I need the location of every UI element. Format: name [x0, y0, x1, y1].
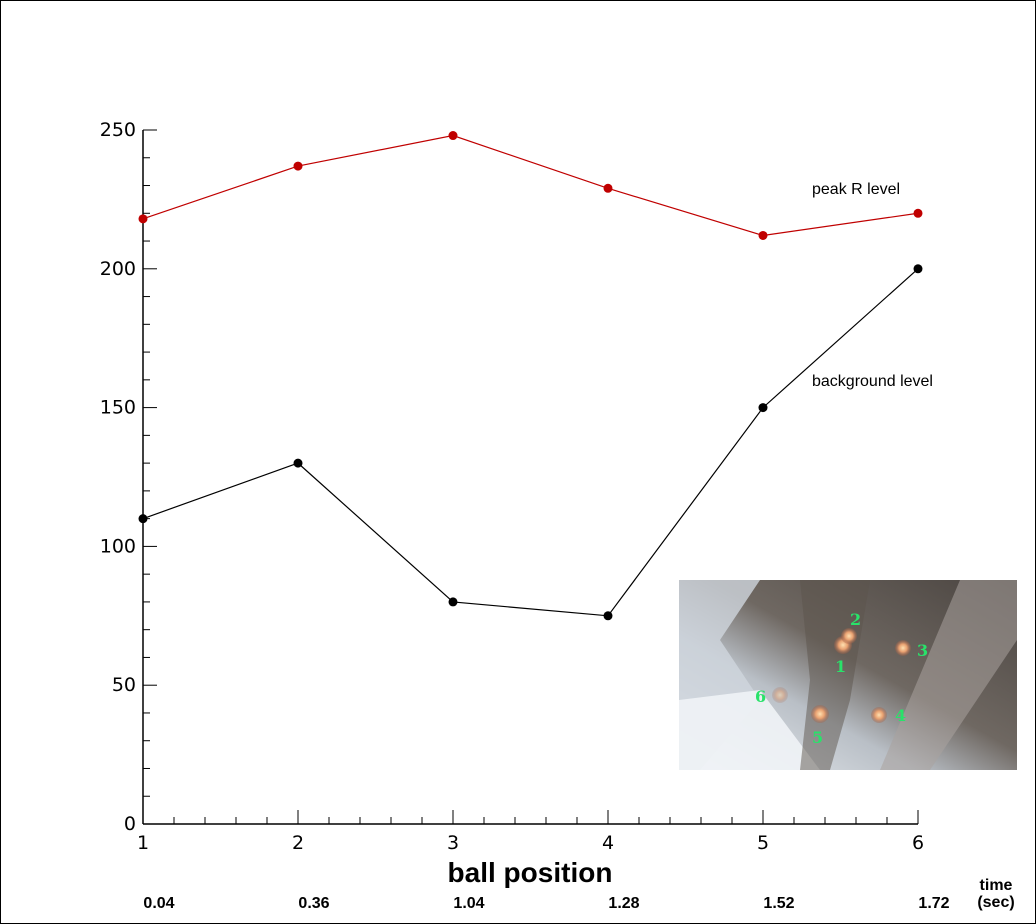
data-point-background: [293, 458, 303, 468]
x-tick-label: 2: [292, 832, 304, 854]
inset-label-1: 1: [835, 657, 846, 676]
time-value: 0.36: [298, 895, 329, 912]
time-row: 0.04 0.36 1.04 1.28 1.52 1.72: [143, 895, 949, 912]
ball-2: [841, 628, 857, 644]
inset-label-4: 4: [895, 706, 906, 725]
x-tick-label: 5: [757, 832, 769, 854]
time-value: 1.52: [763, 895, 794, 912]
axes: 0 50 100 150 200 250 1 2 3 4 5 6: [100, 119, 924, 854]
x-tick-label: 1: [137, 832, 149, 854]
data-point-peak-r: [603, 183, 613, 193]
series-label-background: background level: [812, 373, 933, 390]
y-tick-label: 100: [100, 535, 136, 557]
inset-label-6: 6: [755, 687, 766, 706]
inset-label-2: 2: [850, 610, 861, 629]
ball-3: [895, 640, 911, 656]
y-tick-label: 50: [112, 674, 136, 696]
series-line-background: [142, 268, 919, 617]
inset-ice-bottom: [679, 690, 820, 770]
data-point-peak-r: [913, 208, 923, 218]
data-point-background: [603, 611, 613, 621]
y-tick-label: 200: [100, 258, 136, 280]
y-tick-label: 0: [124, 813, 136, 835]
time-value: 0.04: [143, 895, 174, 912]
x-tick-label: 3: [447, 832, 459, 854]
inset-label-3: 3: [917, 641, 928, 660]
data-point-peak-r: [758, 230, 768, 240]
time-value: 1.04: [453, 895, 484, 912]
time-axis-title-line1: time: [980, 877, 1013, 894]
inset-label-5: 5: [812, 728, 823, 747]
series-line-peak-r: [142, 134, 919, 237]
inset-rock-right: [880, 580, 1017, 770]
ball-6: [772, 687, 788, 703]
x-axis-title: ball position: [448, 857, 613, 888]
data-point-peak-r: [448, 131, 458, 141]
time-value: 1.72: [918, 895, 949, 912]
data-point-peak-r: [293, 161, 303, 171]
y-tick-label: 250: [100, 119, 136, 141]
series-layer: [138, 131, 923, 621]
data-point-background: [913, 264, 923, 274]
series-label-peak-r: peak R level: [812, 181, 900, 198]
time-axis-title-line2: (sec): [977, 894, 1014, 911]
y-tick-label: 150: [100, 397, 136, 419]
data-point-peak-r: [138, 214, 148, 224]
time-value: 1.28: [608, 895, 639, 912]
ball-4: [871, 707, 887, 723]
x-tick-label: 4: [602, 832, 614, 854]
ball-5: [811, 705, 829, 723]
data-point-background: [448, 597, 458, 607]
x-tick-label: 6: [912, 832, 924, 854]
data-point-background: [758, 403, 768, 413]
inset-photo: 1 2 3 4 5 6: [679, 580, 1017, 770]
data-point-background: [138, 514, 148, 524]
